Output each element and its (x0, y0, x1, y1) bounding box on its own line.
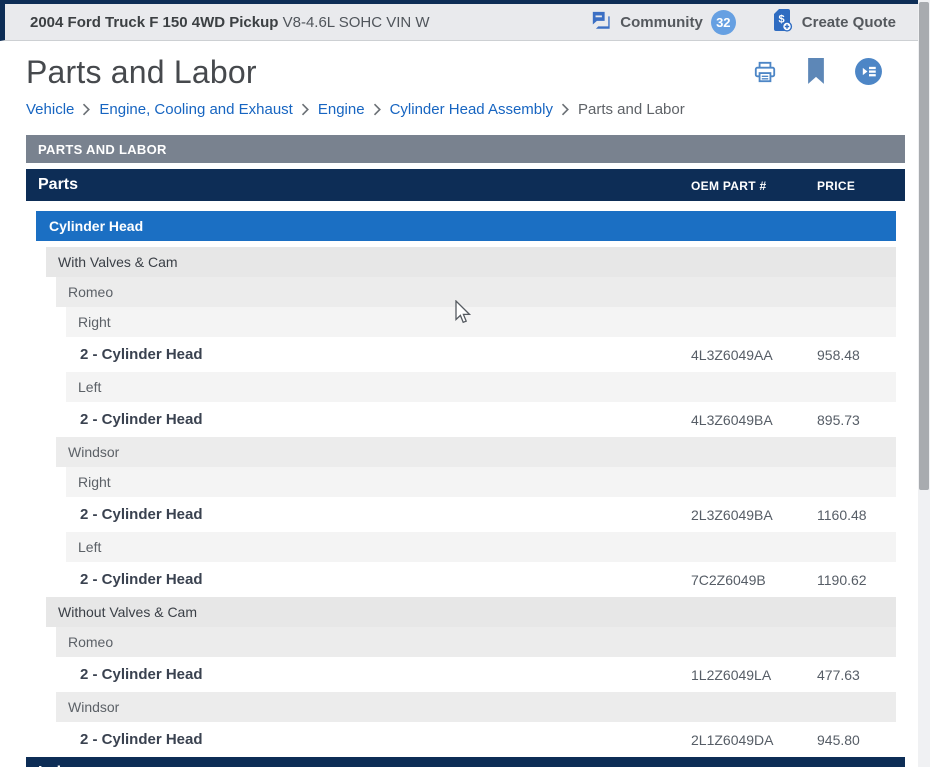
part-row[interactable]: 2 - Cylinder Head 4L3Z6049BA 895.73 (26, 402, 905, 437)
category-band-label: With Valves & Cam (58, 254, 178, 270)
category-band-label: Romeo (68, 634, 114, 650)
group-header-label: Cylinder Head (49, 218, 144, 234)
category-band-label: Windsor (68, 444, 120, 460)
page-action-icons (752, 57, 905, 91)
page-head: Parts and Labor (26, 41, 905, 91)
category-band[interactable]: Left (66, 372, 896, 402)
breadcrumb-separator-icon (301, 103, 310, 116)
dollar-note-plus-icon: $ (770, 7, 794, 38)
parts-rows: With Valves & Cam Romeo Right 2 - Cylinder … (26, 247, 905, 757)
category-band[interactable]: Left (66, 532, 896, 562)
part-oem: 2L1Z6049DA (691, 732, 774, 748)
part-row[interactable]: 2 - Cylinder Head 2L3Z6049BA 1160.48 (26, 497, 905, 532)
part-name: 2 - Cylinder Head (80, 411, 203, 428)
category-band-label: Left (78, 539, 102, 555)
part-price: 895.73 (817, 412, 860, 428)
chat-bubbles-icon (590, 10, 612, 35)
page-title: Parts and Labor (26, 54, 257, 90)
vehicle-title: 2004 Ford Truck F 150 4WD Pickup V8-4.6L… (30, 14, 430, 31)
category-band-label: Without Valves & Cam (58, 604, 198, 620)
breadcrumb: Vehicle Engine, Cooling and Exhaust Engine… (26, 101, 905, 118)
breadcrumb-separator-icon (82, 103, 91, 116)
category-band[interactable]: Right (66, 467, 896, 497)
part-oem: 4L3Z6049BA (691, 412, 773, 428)
breadcrumb-item: Parts and Labor (577, 101, 685, 118)
breadcrumb-item[interactable]: Engine (317, 101, 365, 118)
part-row[interactable]: 2 - Cylinder Head 4L3Z6049AA 958.48 (26, 337, 905, 372)
category-band-label: Right (78, 474, 111, 490)
category-band-label: Windsor (68, 699, 120, 715)
labor-title: Labor (38, 764, 82, 767)
part-name: 2 - Cylinder Head (80, 571, 203, 588)
part-name: 2 - Cylinder Head (80, 731, 203, 748)
part-name: 2 - Cylinder Head (80, 506, 203, 523)
part-name: 2 - Cylinder Head (80, 346, 203, 363)
create-quote-label: Create Quote (801, 13, 896, 31)
category-band-label: Romeo (68, 284, 114, 300)
part-price: 1160.48 (817, 507, 867, 523)
section-header-bar: PARTS AND LABOR (26, 135, 905, 163)
toolbar-actions: Community 32 $ Create Quote (590, 7, 918, 38)
part-oem: 4L3Z6049AA (691, 347, 773, 363)
bookmark-icon[interactable] (805, 58, 827, 90)
parts-table-header: Parts OEM PART # PRICE (26, 169, 905, 201)
svg-text:$: $ (778, 13, 784, 25)
labor-table-header: Labor (26, 757, 905, 767)
community-button[interactable]: Community 32 (590, 9, 736, 35)
print-icon[interactable] (752, 59, 778, 90)
community-label: Community (620, 13, 703, 31)
main-content: Parts and Labor (0, 41, 918, 767)
breadcrumb-item[interactable]: Vehicle (26, 101, 75, 118)
oem-column-header: OEM PART # (691, 179, 767, 193)
part-name: 2 - Cylinder Head (80, 666, 203, 683)
vertical-scrollbar[interactable] (918, 0, 930, 767)
part-row[interactable]: 2 - Cylinder Head 2L1Z6049DA 945.80 (26, 722, 905, 757)
part-oem: 1L2Z6049LA (691, 667, 772, 683)
breadcrumb-separator-icon (373, 103, 382, 116)
part-price: 1190.62 (817, 572, 867, 588)
part-price: 477.63 (817, 667, 860, 683)
part-price: 958.48 (817, 347, 860, 363)
part-row[interactable]: 2 - Cylinder Head 1L2Z6049LA 477.63 (26, 657, 905, 692)
breadcrumb-separator-icon (561, 103, 570, 116)
vehicle-engine-spec: V8-4.6L SOHC VIN W (278, 13, 430, 31)
part-row[interactable]: 2 - Cylinder Head 7C2Z6049B 1190.62 (26, 562, 905, 597)
create-quote-button[interactable]: $ Create Quote (770, 7, 896, 38)
community-count-badge: 32 (710, 9, 736, 35)
part-oem: 2L3Z6049BA (691, 507, 773, 523)
vehicle-toolbar: 2004 Ford Truck F 150 4WD Pickup V8-4.6L… (0, 0, 918, 41)
category-band-label: Right (78, 314, 111, 330)
category-band[interactable]: Romeo (56, 277, 896, 307)
vehicle-name: 2004 Ford Truck F 150 4WD Pickup (30, 13, 279, 31)
part-price: 945.80 (817, 732, 860, 748)
category-band[interactable]: Right (66, 307, 896, 337)
breadcrumb-item[interactable]: Engine, Cooling and Exhaust (99, 101, 293, 118)
part-oem: 7C2Z6049B (691, 572, 766, 588)
group-header-cylinder-head[interactable]: Cylinder Head (36, 211, 896, 241)
category-band-label: Left (78, 379, 102, 395)
parts-title: Parts (38, 176, 79, 193)
scrollbar-thumb[interactable] (919, 2, 929, 490)
price-column-header: PRICE (817, 179, 856, 193)
category-band[interactable]: With Valves & Cam (46, 247, 896, 277)
breadcrumb-item[interactable]: Cylinder Head Assembly (389, 101, 553, 118)
category-band[interactable]: Without Valves & Cam (46, 597, 896, 627)
sections-menu-icon[interactable] (854, 57, 883, 91)
category-band[interactable]: Windsor (56, 692, 896, 722)
category-band[interactable]: Windsor (56, 437, 896, 467)
category-band[interactable]: Romeo (56, 627, 896, 657)
section-header-label: PARTS AND LABOR (38, 141, 167, 157)
